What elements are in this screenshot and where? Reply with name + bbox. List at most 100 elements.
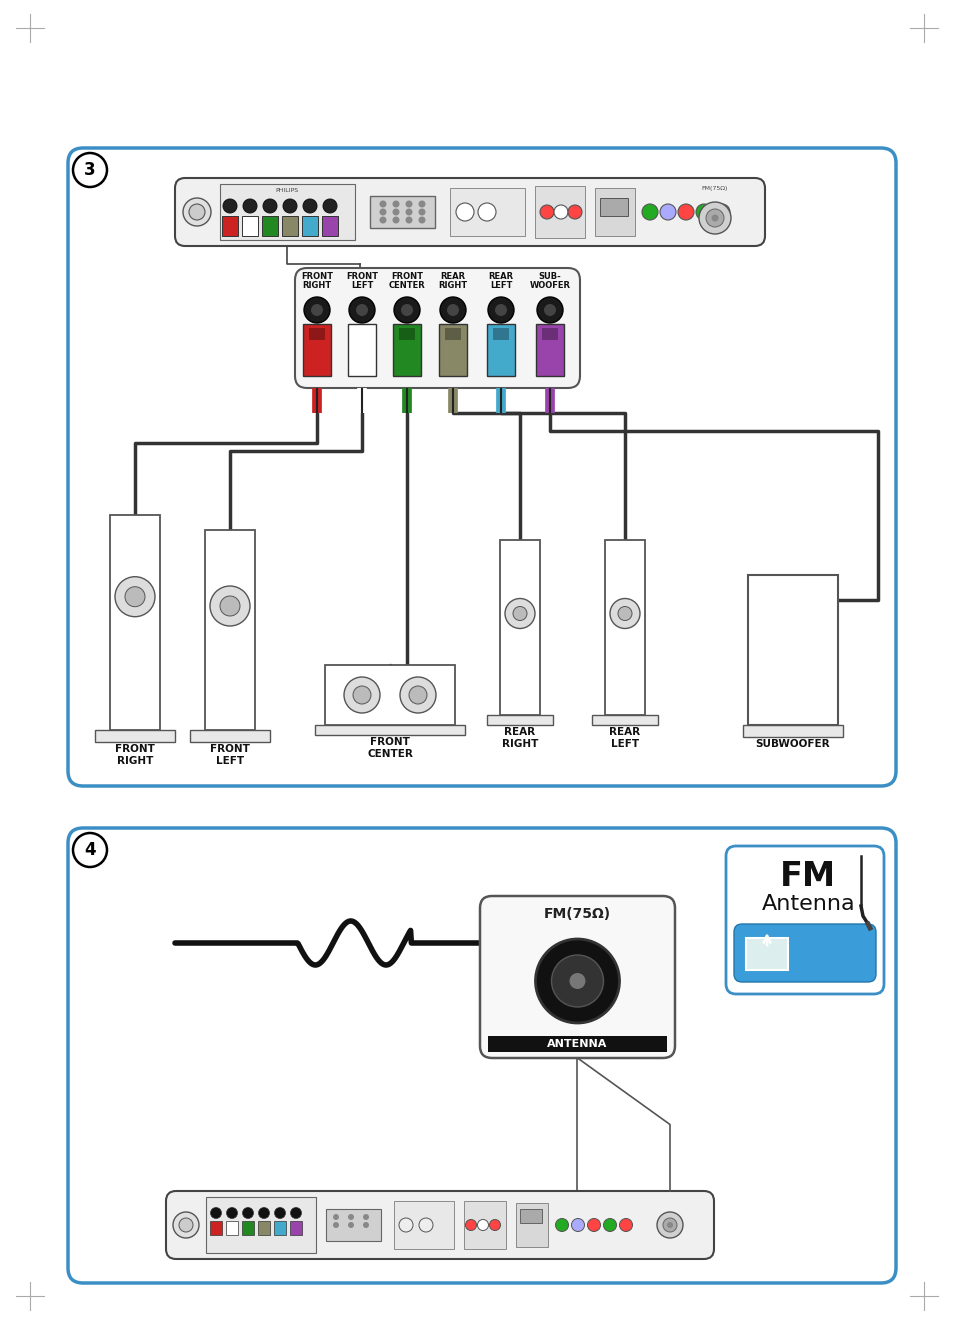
- Text: WOOFER: WOOFER: [529, 281, 570, 290]
- Circle shape: [226, 1207, 237, 1218]
- Text: ANTENNA: ANTENNA: [547, 1039, 607, 1049]
- Circle shape: [405, 217, 412, 224]
- Circle shape: [662, 1218, 677, 1233]
- Circle shape: [353, 686, 371, 704]
- Circle shape: [477, 203, 496, 221]
- Circle shape: [363, 1214, 369, 1219]
- Bar: [438, 324, 467, 376]
- Circle shape: [699, 203, 730, 234]
- Bar: [450, 188, 524, 236]
- Bar: [262, 216, 277, 236]
- Text: 3: 3: [84, 162, 95, 179]
- Circle shape: [488, 297, 514, 323]
- Circle shape: [189, 204, 205, 220]
- Bar: [599, 199, 627, 216]
- Circle shape: [641, 204, 658, 220]
- Circle shape: [210, 587, 250, 626]
- Circle shape: [392, 217, 399, 224]
- Text: RIGHT: RIGHT: [438, 281, 467, 290]
- Circle shape: [418, 1218, 433, 1233]
- FancyBboxPatch shape: [294, 267, 579, 388]
- Circle shape: [418, 208, 425, 216]
- Circle shape: [539, 205, 554, 218]
- Circle shape: [495, 305, 506, 316]
- Bar: [206, 1197, 315, 1253]
- Circle shape: [263, 199, 276, 213]
- Bar: [95, 730, 174, 741]
- Bar: [222, 216, 237, 236]
- FancyBboxPatch shape: [733, 924, 875, 982]
- Circle shape: [399, 677, 436, 714]
- Bar: [499, 540, 539, 715]
- Circle shape: [379, 200, 386, 208]
- Circle shape: [349, 297, 375, 323]
- Text: REAR: REAR: [440, 271, 465, 281]
- Bar: [210, 1221, 222, 1235]
- Text: FRONT
LEFT: FRONT LEFT: [210, 744, 250, 765]
- Circle shape: [504, 598, 535, 629]
- Circle shape: [678, 204, 693, 220]
- Circle shape: [333, 1222, 338, 1227]
- Circle shape: [283, 199, 296, 213]
- Bar: [541, 328, 558, 340]
- Bar: [595, 188, 635, 236]
- Bar: [398, 328, 415, 340]
- Circle shape: [73, 833, 107, 867]
- Circle shape: [456, 203, 474, 221]
- Bar: [290, 1221, 302, 1235]
- Circle shape: [379, 208, 386, 216]
- Bar: [745, 937, 787, 970]
- Text: PHILIPS: PHILIPS: [275, 188, 298, 192]
- Bar: [604, 540, 644, 715]
- Circle shape: [211, 1207, 221, 1218]
- Circle shape: [311, 305, 323, 316]
- Bar: [220, 184, 355, 240]
- Bar: [394, 1201, 454, 1249]
- Bar: [242, 216, 257, 236]
- Text: FRONT: FRONT: [346, 271, 377, 281]
- Circle shape: [618, 606, 631, 621]
- Bar: [519, 1209, 541, 1223]
- Text: FM(75Ω): FM(75Ω): [543, 907, 611, 922]
- Circle shape: [713, 204, 729, 220]
- Circle shape: [125, 587, 145, 606]
- Circle shape: [554, 205, 567, 218]
- Text: CENTER: CENTER: [388, 281, 425, 290]
- Circle shape: [363, 1222, 369, 1227]
- Circle shape: [392, 208, 399, 216]
- Circle shape: [567, 205, 581, 218]
- Circle shape: [543, 305, 556, 316]
- Circle shape: [405, 208, 412, 216]
- Bar: [205, 530, 254, 730]
- Bar: [516, 1204, 547, 1247]
- Text: Antenna: Antenna: [760, 894, 854, 914]
- FancyBboxPatch shape: [479, 896, 675, 1058]
- Bar: [488, 1035, 666, 1053]
- Bar: [309, 328, 325, 340]
- Bar: [393, 324, 420, 376]
- Circle shape: [242, 1207, 253, 1218]
- Circle shape: [344, 677, 379, 714]
- Circle shape: [555, 1218, 568, 1231]
- Text: LEFT: LEFT: [489, 281, 512, 290]
- FancyBboxPatch shape: [68, 148, 895, 786]
- Circle shape: [183, 199, 211, 226]
- Text: FM(75Ω): FM(75Ω): [701, 185, 727, 191]
- Circle shape: [489, 1219, 500, 1230]
- Bar: [274, 1221, 286, 1235]
- Circle shape: [223, 199, 236, 213]
- Circle shape: [551, 955, 603, 1008]
- Circle shape: [705, 209, 723, 226]
- Circle shape: [513, 606, 526, 621]
- FancyBboxPatch shape: [68, 828, 895, 1283]
- Circle shape: [609, 598, 639, 629]
- Bar: [463, 1201, 505, 1249]
- Circle shape: [220, 596, 240, 616]
- Circle shape: [477, 1219, 488, 1230]
- Circle shape: [603, 1218, 616, 1231]
- Bar: [326, 1209, 380, 1241]
- Bar: [110, 515, 160, 730]
- Bar: [282, 216, 297, 236]
- Circle shape: [348, 1222, 354, 1227]
- Text: REAR
RIGHT: REAR RIGHT: [501, 727, 537, 748]
